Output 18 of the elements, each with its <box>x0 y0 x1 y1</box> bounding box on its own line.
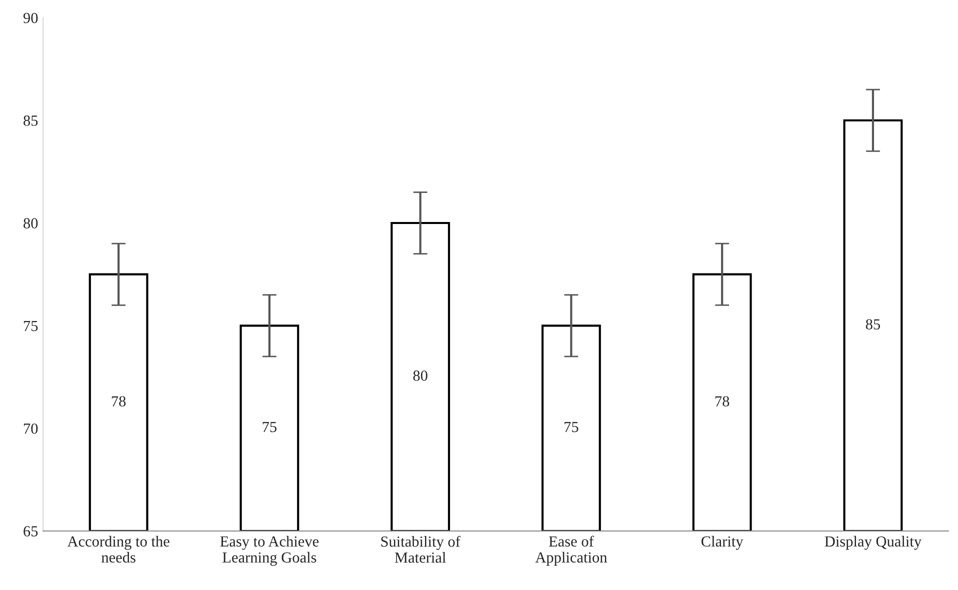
y-tick-label: 75 <box>24 320 38 332</box>
x-tick-label: Suitability of Material <box>381 536 460 563</box>
data-label: 80 <box>413 370 428 381</box>
x-tick-label: Display Quality <box>824 536 922 550</box>
y-tick-label: 70 <box>24 423 38 434</box>
data-label: 78 <box>715 396 730 406</box>
y-tick-label: 85 <box>24 116 38 126</box>
y-tick-label: 65 <box>24 526 38 536</box>
x-tick-label: Ease of Application <box>535 536 608 566</box>
data-label: 75 <box>564 422 578 432</box>
x-tick-label: According to the needs <box>67 536 170 563</box>
data-label: 75 <box>262 422 276 432</box>
data-label: 78 <box>112 396 126 406</box>
data-label: 85 <box>866 319 880 330</box>
y-tick-label: 80 <box>24 218 38 228</box>
x-tick-label: Easy to Achieve Learning Goals <box>220 536 319 566</box>
y-tick-label: 90 <box>23 12 38 24</box>
x-tick-label: Clarity <box>702 536 744 550</box>
